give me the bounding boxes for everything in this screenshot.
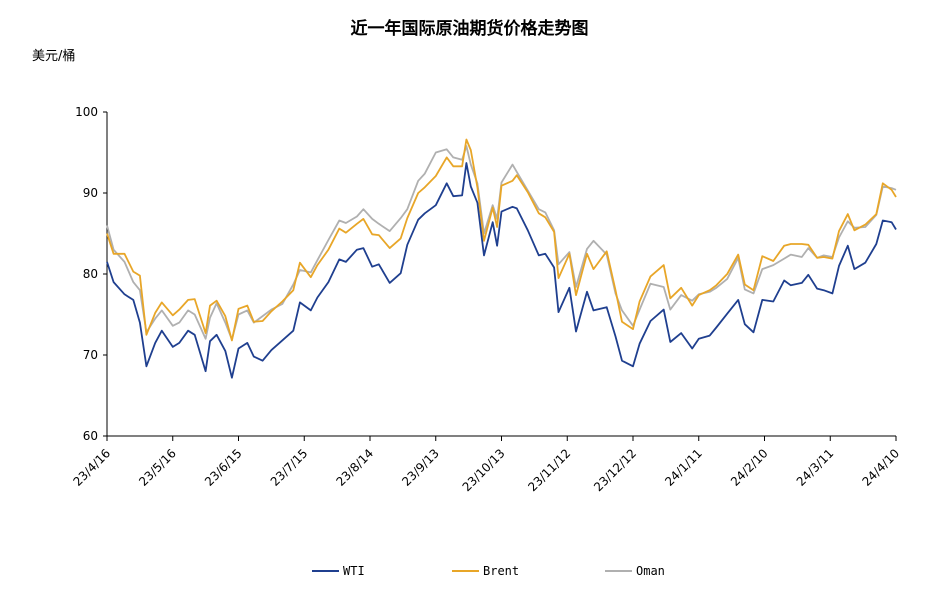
x-tick-label: 23/6/15 — [202, 446, 245, 489]
y-tick-label: 80 — [83, 267, 98, 281]
series-line-brent — [106, 138, 897, 342]
legend-label-wti: WTI — [343, 564, 365, 578]
y-tick-label: 90 — [83, 186, 98, 200]
y-tick-label: 70 — [83, 348, 98, 362]
y-tick-label: 100 — [75, 105, 98, 119]
x-tick-label: 23/11/12 — [525, 446, 573, 494]
x-tick-label: 23/12/12 — [591, 446, 639, 494]
series-line-wti — [106, 162, 897, 379]
x-tick-label: 23/4/16 — [71, 446, 114, 489]
x-tick-label: 24/2/10 — [728, 446, 771, 489]
x-tick-label: 23/8/14 — [334, 446, 377, 489]
y-tick-label: 60 — [83, 429, 98, 443]
x-tick-label: 23/5/16 — [136, 446, 179, 489]
x-tick-label: 23/7/15 — [268, 446, 311, 489]
x-tick-label: 23/9/13 — [399, 446, 442, 489]
chart-title: 近一年国际原油期货价格走势图 — [350, 19, 589, 39]
chart-legend: WTI Brent Oman — [312, 564, 665, 578]
x-tick-label: 24/4/10 — [860, 446, 903, 489]
x-tick-label: 24/3/11 — [794, 446, 837, 489]
legend-label-brent: Brent — [483, 564, 519, 578]
y-axis-unit-label: 美元/桶 — [32, 49, 76, 64]
series-line-oman — [106, 145, 897, 341]
x-tick-label: 24/1/11 — [662, 446, 705, 489]
series-lines — [106, 138, 897, 379]
x-tick-label: 23/10/13 — [460, 446, 508, 494]
legend-label-oman: Oman — [636, 564, 665, 578]
